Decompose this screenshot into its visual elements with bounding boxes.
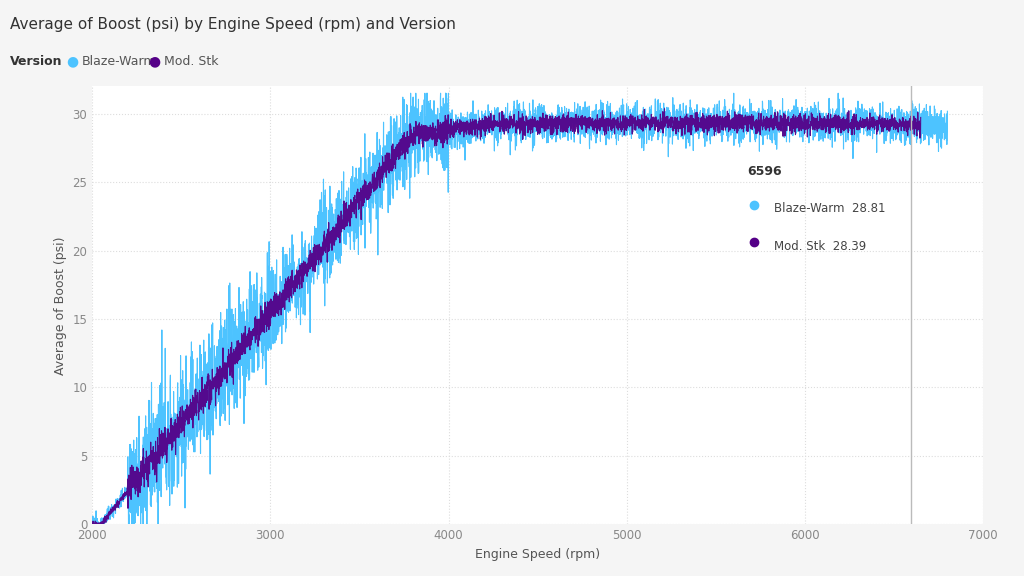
Text: ●: ● [148, 55, 161, 69]
X-axis label: Engine Speed (rpm): Engine Speed (rpm) [475, 548, 600, 560]
Text: Blaze-Warm: Blaze-Warm [82, 55, 157, 68]
Text: Mod. Stk: Mod. Stk [164, 55, 218, 68]
Text: Blaze-Warm  28.81: Blaze-Warm 28.81 [774, 202, 885, 215]
Text: Version: Version [10, 55, 62, 68]
Text: 6596: 6596 [746, 165, 781, 178]
Text: Mod. Stk  28.39: Mod. Stk 28.39 [774, 240, 866, 253]
Text: Average of Boost (psi) by Engine Speed (rpm) and Version: Average of Boost (psi) by Engine Speed (… [10, 17, 456, 32]
Y-axis label: Average of Boost (psi): Average of Boost (psi) [54, 236, 67, 374]
Text: ●: ● [67, 55, 79, 69]
